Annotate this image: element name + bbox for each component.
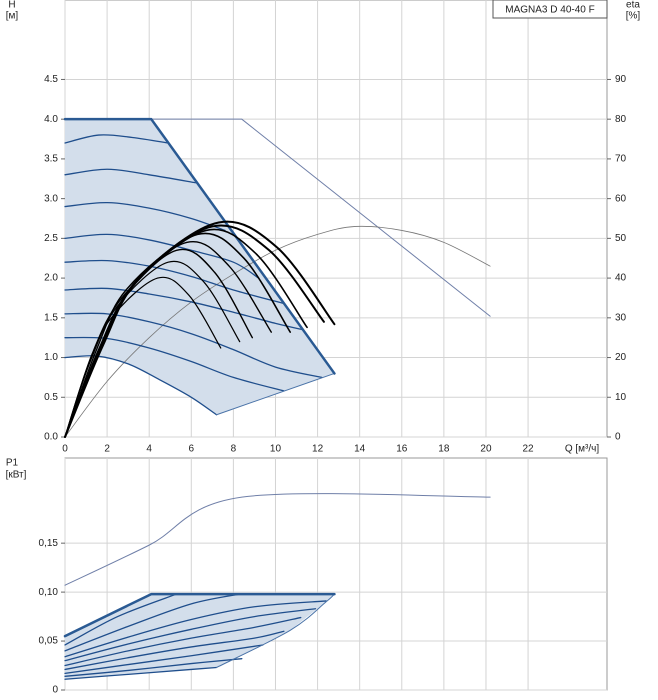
y-tick-label: 0.0 <box>44 432 58 443</box>
curve <box>64 658 243 677</box>
curve <box>64 644 264 675</box>
y-tick-label: 2.5 <box>44 233 58 244</box>
curve <box>64 134 169 144</box>
curve <box>64 616 302 667</box>
curve <box>63 117 336 375</box>
y-tick-label: 4.5 <box>44 74 58 85</box>
x-tick-label: 18 <box>438 444 450 455</box>
y2-tick-label: 40 <box>615 273 627 284</box>
y2-axis-label: eta <box>626 0 640 11</box>
y-tick-label: 0.5 <box>44 392 58 403</box>
y-tick-label: 0 <box>52 685 58 696</box>
title-box <box>492 0 608 19</box>
operating-area <box>65 119 335 415</box>
curve <box>64 593 241 652</box>
curve <box>64 312 323 379</box>
y2-tick-label: 90 <box>615 74 627 85</box>
y-tick-label: 0,05 <box>39 636 59 647</box>
y-tick-label: 3.5 <box>44 154 58 165</box>
curve <box>63 592 336 638</box>
curve <box>64 666 218 680</box>
y2-tick-label: 0 <box>615 432 621 443</box>
plot <box>61 457 608 691</box>
x-tick-label: 0 <box>62 444 68 455</box>
curve <box>64 608 317 662</box>
curve <box>64 225 491 438</box>
plot <box>61 0 611 438</box>
y-axis-unit: [м] <box>6 11 19 22</box>
curve <box>64 276 222 438</box>
curve <box>64 201 226 232</box>
y2-tick-label: 60 <box>615 193 627 204</box>
curve <box>216 593 335 668</box>
y-tick-label: 3.0 <box>44 193 58 204</box>
y2-tick-label: 10 <box>615 392 627 403</box>
y-tick-label: 1.0 <box>44 352 58 363</box>
x-tick-label: 10 <box>270 444 282 455</box>
y2-tick-label: 80 <box>615 114 627 125</box>
curve <box>64 630 285 671</box>
curve <box>64 493 491 586</box>
x-tick-label: 14 <box>354 444 366 455</box>
x-tick-label: 22 <box>523 444 535 455</box>
x-tick-label: 2 <box>104 444 110 455</box>
x-tick-label: 6 <box>189 444 195 455</box>
y-tick-label: 0,10 <box>39 587 59 598</box>
y2-tick-label: 50 <box>615 233 627 244</box>
x-tick-label: 12 <box>312 444 324 455</box>
y-axis-unit: [кВт] <box>6 470 27 481</box>
y-tick-label: 1.5 <box>44 312 58 323</box>
x-tick-label: 16 <box>396 444 408 455</box>
y-tick-label: 0,15 <box>39 538 59 549</box>
curve <box>64 233 260 279</box>
curve <box>64 240 272 438</box>
y2-tick-label: 70 <box>615 154 627 165</box>
y-tick-label: 2.0 <box>44 273 58 284</box>
x-tick-label: 4 <box>146 444 152 455</box>
y2-tick-label: 30 <box>615 312 627 323</box>
curve <box>216 372 335 416</box>
curve <box>64 600 327 658</box>
y2-axis-unit: [%] <box>626 11 641 22</box>
x-axis-label: Q [м³/ч] <box>565 444 600 455</box>
x-tick-label: 20 <box>480 444 492 455</box>
curve <box>64 287 304 331</box>
y-tick-label: 4.0 <box>44 114 58 125</box>
y-axis-label: P1 <box>6 458 19 469</box>
curve <box>64 593 178 646</box>
y2-tick-label: 20 <box>615 352 627 363</box>
y-axis-label: H <box>8 0 15 11</box>
curve <box>64 168 197 184</box>
x-tick-label: 8 <box>231 444 237 455</box>
curve <box>64 259 285 305</box>
chart-title: MAGNA3 D 40-40 F <box>505 5 594 16</box>
